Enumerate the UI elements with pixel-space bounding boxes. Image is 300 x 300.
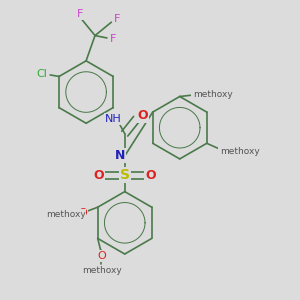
Text: O: O (192, 89, 201, 99)
Text: F: F (77, 9, 83, 19)
Text: O: O (97, 251, 106, 261)
Text: O: O (138, 109, 148, 122)
Text: S: S (120, 168, 130, 182)
Text: F: F (113, 14, 120, 24)
Text: O: O (145, 169, 156, 182)
Text: O: O (219, 146, 228, 156)
Text: O: O (94, 169, 104, 182)
Text: F: F (110, 34, 117, 44)
Text: N: N (115, 148, 125, 162)
Text: Cl: Cl (36, 69, 47, 79)
Text: methoxy: methoxy (82, 266, 122, 275)
Text: O: O (78, 208, 87, 218)
Text: methoxy: methoxy (220, 147, 260, 156)
Text: NH: NH (105, 114, 122, 124)
Text: methoxy: methoxy (46, 210, 86, 219)
Text: methoxy: methoxy (194, 90, 233, 99)
